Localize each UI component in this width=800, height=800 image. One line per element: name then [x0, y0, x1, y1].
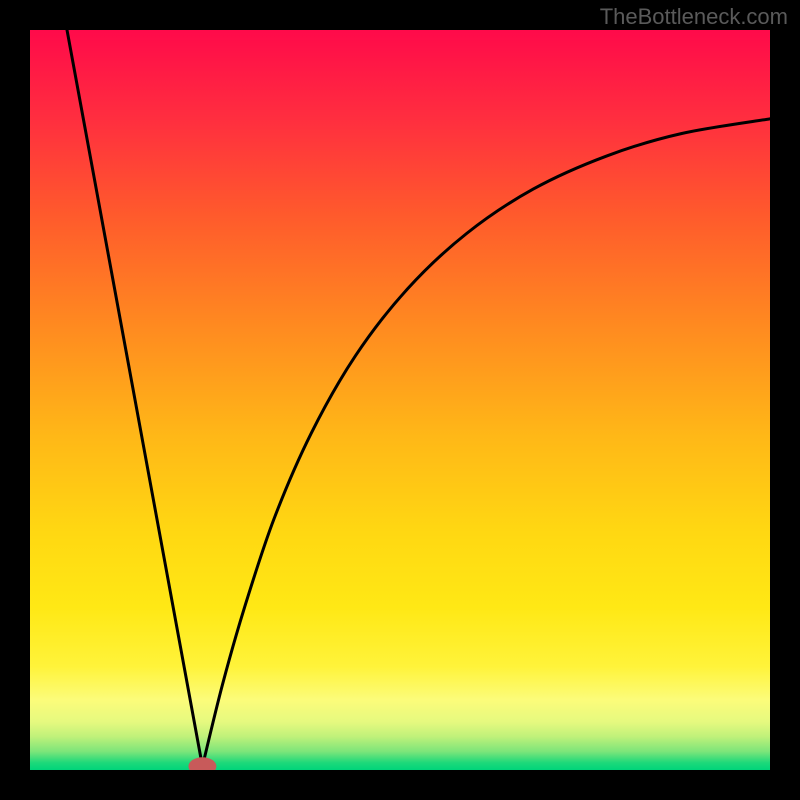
gradient-background — [30, 30, 770, 770]
chart-container: TheBottleneck.com — [0, 0, 800, 800]
plot-area — [30, 30, 770, 770]
plot-svg — [30, 30, 770, 770]
watermark-text: TheBottleneck.com — [600, 4, 788, 30]
